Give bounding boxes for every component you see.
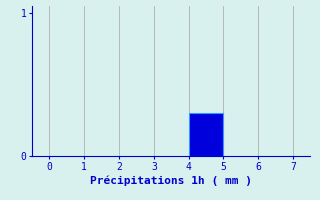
Bar	[188, 113, 223, 156]
X-axis label: Précipitations 1h ( mm ): Précipitations 1h ( mm )	[90, 176, 252, 186]
